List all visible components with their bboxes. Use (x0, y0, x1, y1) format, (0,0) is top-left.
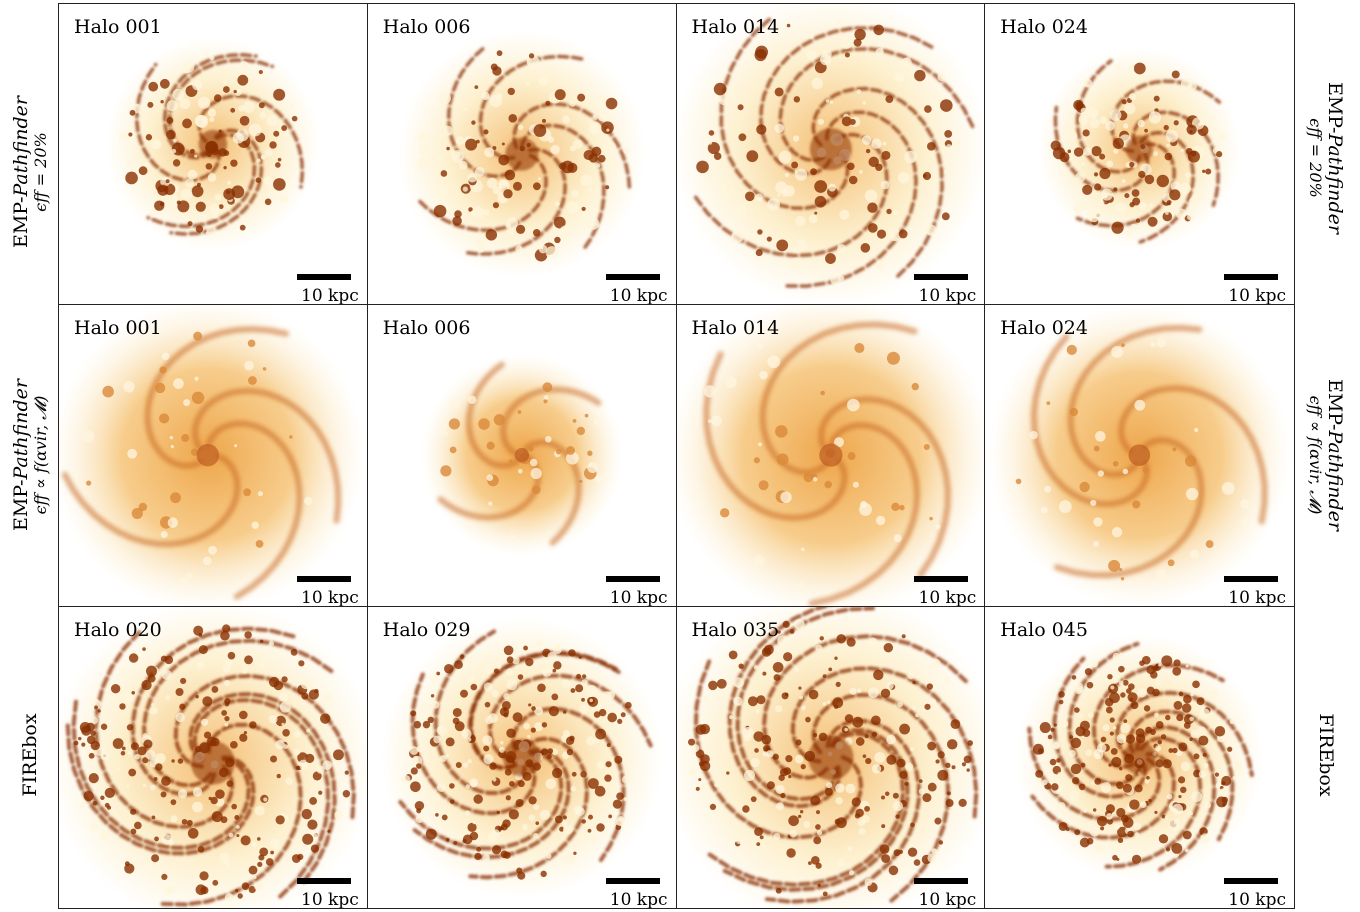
gas-density-map (676, 606, 985, 908)
halo-label: Halo 006 (382, 317, 471, 340)
gas-density-map (59, 606, 367, 908)
row-label-prefix: FIREbox (1315, 713, 1338, 797)
row-label-prefix: EMP- (9, 479, 32, 532)
gas-density-map (380, 616, 663, 898)
galaxy-panel: Halo 024 10 kpc (985, 305, 1294, 607)
row-label-italic: Pathfinder (1324, 430, 1347, 532)
row-label-formula: ϵff ∝ f(αvir, 𝓜) (30, 395, 50, 515)
galaxy-panel: Halo 006 10 kpc (367, 305, 677, 607)
scale-bar-label: 10 kpc (609, 587, 668, 607)
galaxy-panel: Halo 006 10 kpc (367, 4, 677, 306)
galaxy-panel: Halo 024 10 kpc (985, 4, 1294, 306)
scale-bar (1224, 575, 1278, 582)
scale-bar-label: 10 kpc (1228, 587, 1286, 607)
gas-density-map (106, 37, 320, 251)
scale-bar (296, 274, 351, 281)
row-label-prefix: FIREbox (18, 713, 41, 797)
scale-bar (605, 274, 660, 281)
gas-density-map (1038, 48, 1241, 251)
halo-label: Halo 029 (382, 618, 471, 641)
scale-bar-label: 10 kpc (609, 890, 668, 908)
gas-density-map (1015, 633, 1264, 882)
scale-bar (605, 878, 660, 884)
gas-density-map (988, 305, 1291, 606)
scale-bar-label: 10 kpc (1228, 890, 1286, 908)
galaxy-panel: Halo 035 10 kpc (676, 606, 986, 908)
halo-label: Halo 024 (1000, 317, 1088, 340)
galaxy-panel: Halo 014 10 kpc (676, 4, 986, 306)
halo-label: Halo 001 (74, 317, 162, 340)
gas-density-map (676, 305, 985, 606)
halo-label: Halo 035 (691, 618, 780, 641)
scale-bar (296, 575, 351, 582)
galaxy-panel: Halo 001 10 kpc (59, 4, 368, 306)
halo-label: Halo 001 (74, 16, 162, 38)
row-label-prefix: EMP- (1324, 378, 1347, 431)
scale-bar (914, 575, 969, 582)
galaxy-panel: Halo 045 10 kpc (985, 606, 1294, 908)
scale-bar-label: 10 kpc (301, 890, 359, 908)
halo-label: Halo 014 (691, 317, 780, 340)
scale-bar-label: 10 kpc (918, 587, 977, 607)
halo-label: Halo 014 (691, 16, 780, 38)
row-label-formula: ϵff = 20% (1306, 118, 1326, 198)
row-label-italic: Pathfinder (9, 378, 32, 480)
halo-label: Halo 024 (1000, 16, 1088, 38)
galaxy-panel-grid: Halo 001 10 kpc Halo 006 10 kpc Halo 014… (58, 3, 1295, 909)
scale-bar (914, 274, 969, 281)
row-label-prefix: EMP- (9, 196, 32, 249)
row-label-right-1: EMP-Pathfinder ϵff = 20% (1296, 8, 1356, 308)
scale-bar (914, 878, 969, 884)
scale-bar-label: 10 kpc (609, 286, 668, 306)
scale-bar-label: 10 kpc (301, 286, 359, 306)
row-label-italic: Pathfinder (1324, 133, 1347, 235)
scale-bar (605, 575, 660, 582)
halo-label: Halo 006 (382, 16, 471, 38)
scale-bar-label: 10 kpc (301, 587, 359, 607)
row-label-right-2: EMP-Pathfinder ϵff ∝ f(αvir, 𝓜) (1296, 305, 1356, 605)
row-label-left-3: FIREbox (0, 605, 60, 905)
halo-label: Halo 020 (74, 618, 162, 641)
scale-bar-label: 10 kpc (918, 890, 977, 908)
row-label-italic: Pathfinder (9, 95, 32, 197)
scale-bar (296, 878, 351, 884)
row-label-formula: ϵff ∝ f(αvir, 𝓜) (1306, 395, 1326, 515)
scale-bar (1224, 878, 1278, 884)
galaxy-panel: Halo 014 10 kpc (676, 305, 986, 607)
gas-density-map (420, 354, 623, 557)
gas-density-map (398, 30, 645, 278)
row-label-formula: ϵff = 20% (30, 132, 50, 212)
galaxy-panel: Halo 001 10 kpc (59, 305, 368, 607)
row-label-left-1: EMP-Pathfinder ϵff = 20% (0, 22, 60, 322)
gas-density-map (676, 4, 985, 305)
galaxy-panel: Halo 020 10 kpc (59, 606, 368, 908)
scale-bar-label: 10 kpc (918, 286, 977, 306)
gas-density-map (59, 305, 365, 606)
row-label-right-3: FIREbox (1296, 605, 1356, 905)
row-label-prefix: EMP- (1324, 81, 1347, 134)
scale-bar-label: 10 kpc (1228, 286, 1286, 306)
galaxy-panel: Halo 029 10 kpc (367, 606, 677, 908)
scale-bar (1224, 274, 1278, 281)
halo-label: Halo 045 (1000, 618, 1088, 641)
row-label-left-2: EMP-Pathfinder ϵff ∝ f(αvir, 𝓜) (0, 305, 60, 605)
